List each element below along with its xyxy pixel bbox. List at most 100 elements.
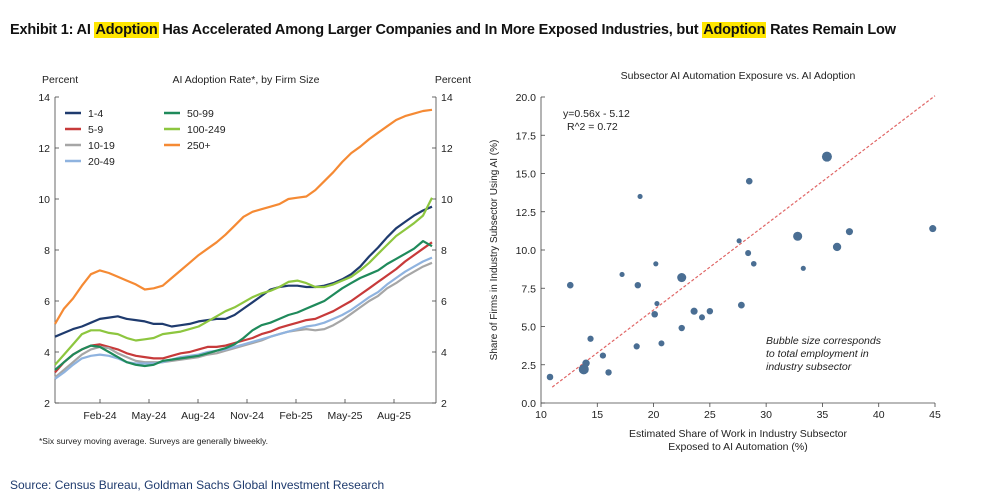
y-tick-label: 10.0: [516, 245, 537, 257]
regression-equation: y=0.56x - 5.12: [563, 108, 630, 120]
source-note: Source: Census Bureau, Goldman Sachs Glo…: [10, 478, 385, 492]
chart-footnote: *Six survey moving average. Surveys are …: [39, 436, 268, 446]
bubble: [821, 151, 832, 162]
series-line-20-49: [54, 256, 433, 380]
exhibit-title: Exhibit 1: AI Adoption Has Accelerated A…: [10, 22, 976, 44]
legend-label: 1-4: [88, 108, 103, 120]
bubble: [793, 231, 803, 241]
y-tick-label: 15.0: [516, 169, 537, 181]
left-axis-label: Percent: [42, 74, 78, 86]
r-squared-label: R^2 = 0.72: [567, 121, 618, 133]
x-tick-label: Aug-24: [181, 410, 215, 422]
title-text: Exhibit 1: AI: [10, 22, 95, 38]
bubble: [587, 335, 594, 342]
y-tick-label: 5.0: [521, 322, 536, 334]
title-text: Has Accelerated Among Larger Companies a…: [158, 22, 703, 38]
bubble: [637, 193, 643, 200]
x-tick-label: Feb-24: [83, 410, 116, 422]
bubble: [633, 343, 640, 350]
scatter-chart-title: Subsector AI Automation Exposure vs. AI …: [621, 70, 856, 82]
legend-label: 5-9: [88, 124, 103, 136]
bubble: [832, 242, 842, 252]
legend-label: 20-49: [88, 156, 115, 168]
y-tick-label: 2.5: [521, 360, 536, 372]
title-text: Rates Remain Low: [766, 22, 896, 38]
highlighted-word: Adoption: [702, 22, 767, 38]
y-tick-label: 12: [38, 143, 50, 155]
y-tick-label: 8: [44, 245, 50, 257]
bubble: [619, 271, 625, 278]
x-tick-label: May-25: [327, 410, 362, 422]
scatter-x-axis-label-line2: Exposed to AI Automation (%): [668, 441, 808, 453]
annotation-line: industry subsector: [766, 361, 852, 373]
bubble: [678, 324, 685, 332]
trendline: [551, 95, 936, 388]
legend-label: 50-99: [187, 108, 214, 120]
scatter-x-axis-label: Estimated Share of Work in Industry Subs…: [629, 428, 848, 440]
y-tick-label: 12.5: [516, 207, 537, 219]
y-tick-label: 4: [44, 347, 50, 359]
x-tick-label: 10: [535, 409, 547, 421]
y-tick-label-right: 14: [441, 92, 453, 104]
bubble: [690, 307, 698, 315]
bubble: [745, 250, 752, 257]
series-line-10-19: [54, 261, 433, 379]
legend-label: 250+: [187, 140, 211, 152]
line-chart-title: AI Adoption Rate*, by Firm Size: [172, 74, 319, 86]
y-tick-label-right: 6: [441, 296, 447, 308]
legend-label: 100-249: [187, 124, 226, 136]
bubble: [737, 301, 745, 309]
y-tick-label: 14: [38, 92, 50, 104]
bubble: [546, 373, 554, 381]
bubble: [605, 369, 612, 376]
x-tick-label: Nov-24: [230, 410, 264, 422]
x-tick-label: Aug-25: [377, 410, 411, 422]
bubble: [800, 265, 806, 271]
x-tick-label: 25: [704, 409, 716, 421]
x-tick-label: May-24: [131, 410, 166, 422]
bubble: [750, 260, 757, 267]
y-tick-label-right: 2: [441, 398, 447, 410]
series-line-5-9: [54, 241, 433, 374]
bubble: [658, 340, 665, 347]
series-line-1-4: [54, 205, 433, 338]
bubble: [706, 308, 714, 315]
series-line-100-249: [54, 197, 433, 366]
y-tick-label-right: 12: [441, 143, 453, 155]
line-chart: Percent Percent AI Adoption Rate*, by Fi…: [38, 74, 471, 446]
y-tick-label-right: 10: [441, 194, 453, 206]
bubble: [653, 261, 659, 267]
bubble: [634, 281, 642, 289]
y-tick-label: 20.0: [516, 92, 537, 104]
x-tick-label: 40: [873, 409, 885, 421]
y-tick-label-right: 4: [441, 347, 447, 359]
y-tick-label: 7.5: [521, 283, 536, 295]
bubble: [745, 177, 753, 185]
x-tick-label: 35: [817, 409, 829, 421]
y-tick-label: 17.5: [516, 130, 537, 142]
y-tick-label: 10: [38, 194, 50, 206]
bubble: [582, 359, 590, 367]
bubble: [929, 225, 937, 233]
x-tick-label: Feb-25: [279, 410, 312, 422]
series-line-50-99: [54, 240, 433, 371]
y-tick-label: 2: [44, 398, 50, 410]
bubble: [599, 352, 607, 359]
scatter-y-axis-label: Share of Firms in Industry Subsector Usi…: [489, 140, 500, 361]
legend-label: 10-19: [88, 140, 115, 152]
bubble: [698, 314, 705, 321]
scatter-chart: Subsector AI Automation Exposure vs. AI …: [489, 70, 941, 453]
series-line-250+: [54, 108, 433, 325]
bubble: [566, 281, 574, 289]
y-tick-label: 0.0: [521, 398, 536, 410]
annotation-line: Bubble size corresponds: [766, 335, 882, 347]
highlighted-word: Adoption: [94, 22, 159, 38]
bubble: [651, 310, 658, 318]
x-tick-label: 20: [648, 409, 660, 421]
y-tick-label: 6: [44, 296, 50, 308]
x-tick-label: 45: [929, 409, 941, 421]
bubble: [845, 228, 853, 236]
annotation-line: to total employment in: [766, 348, 869, 360]
bubble: [736, 238, 742, 244]
